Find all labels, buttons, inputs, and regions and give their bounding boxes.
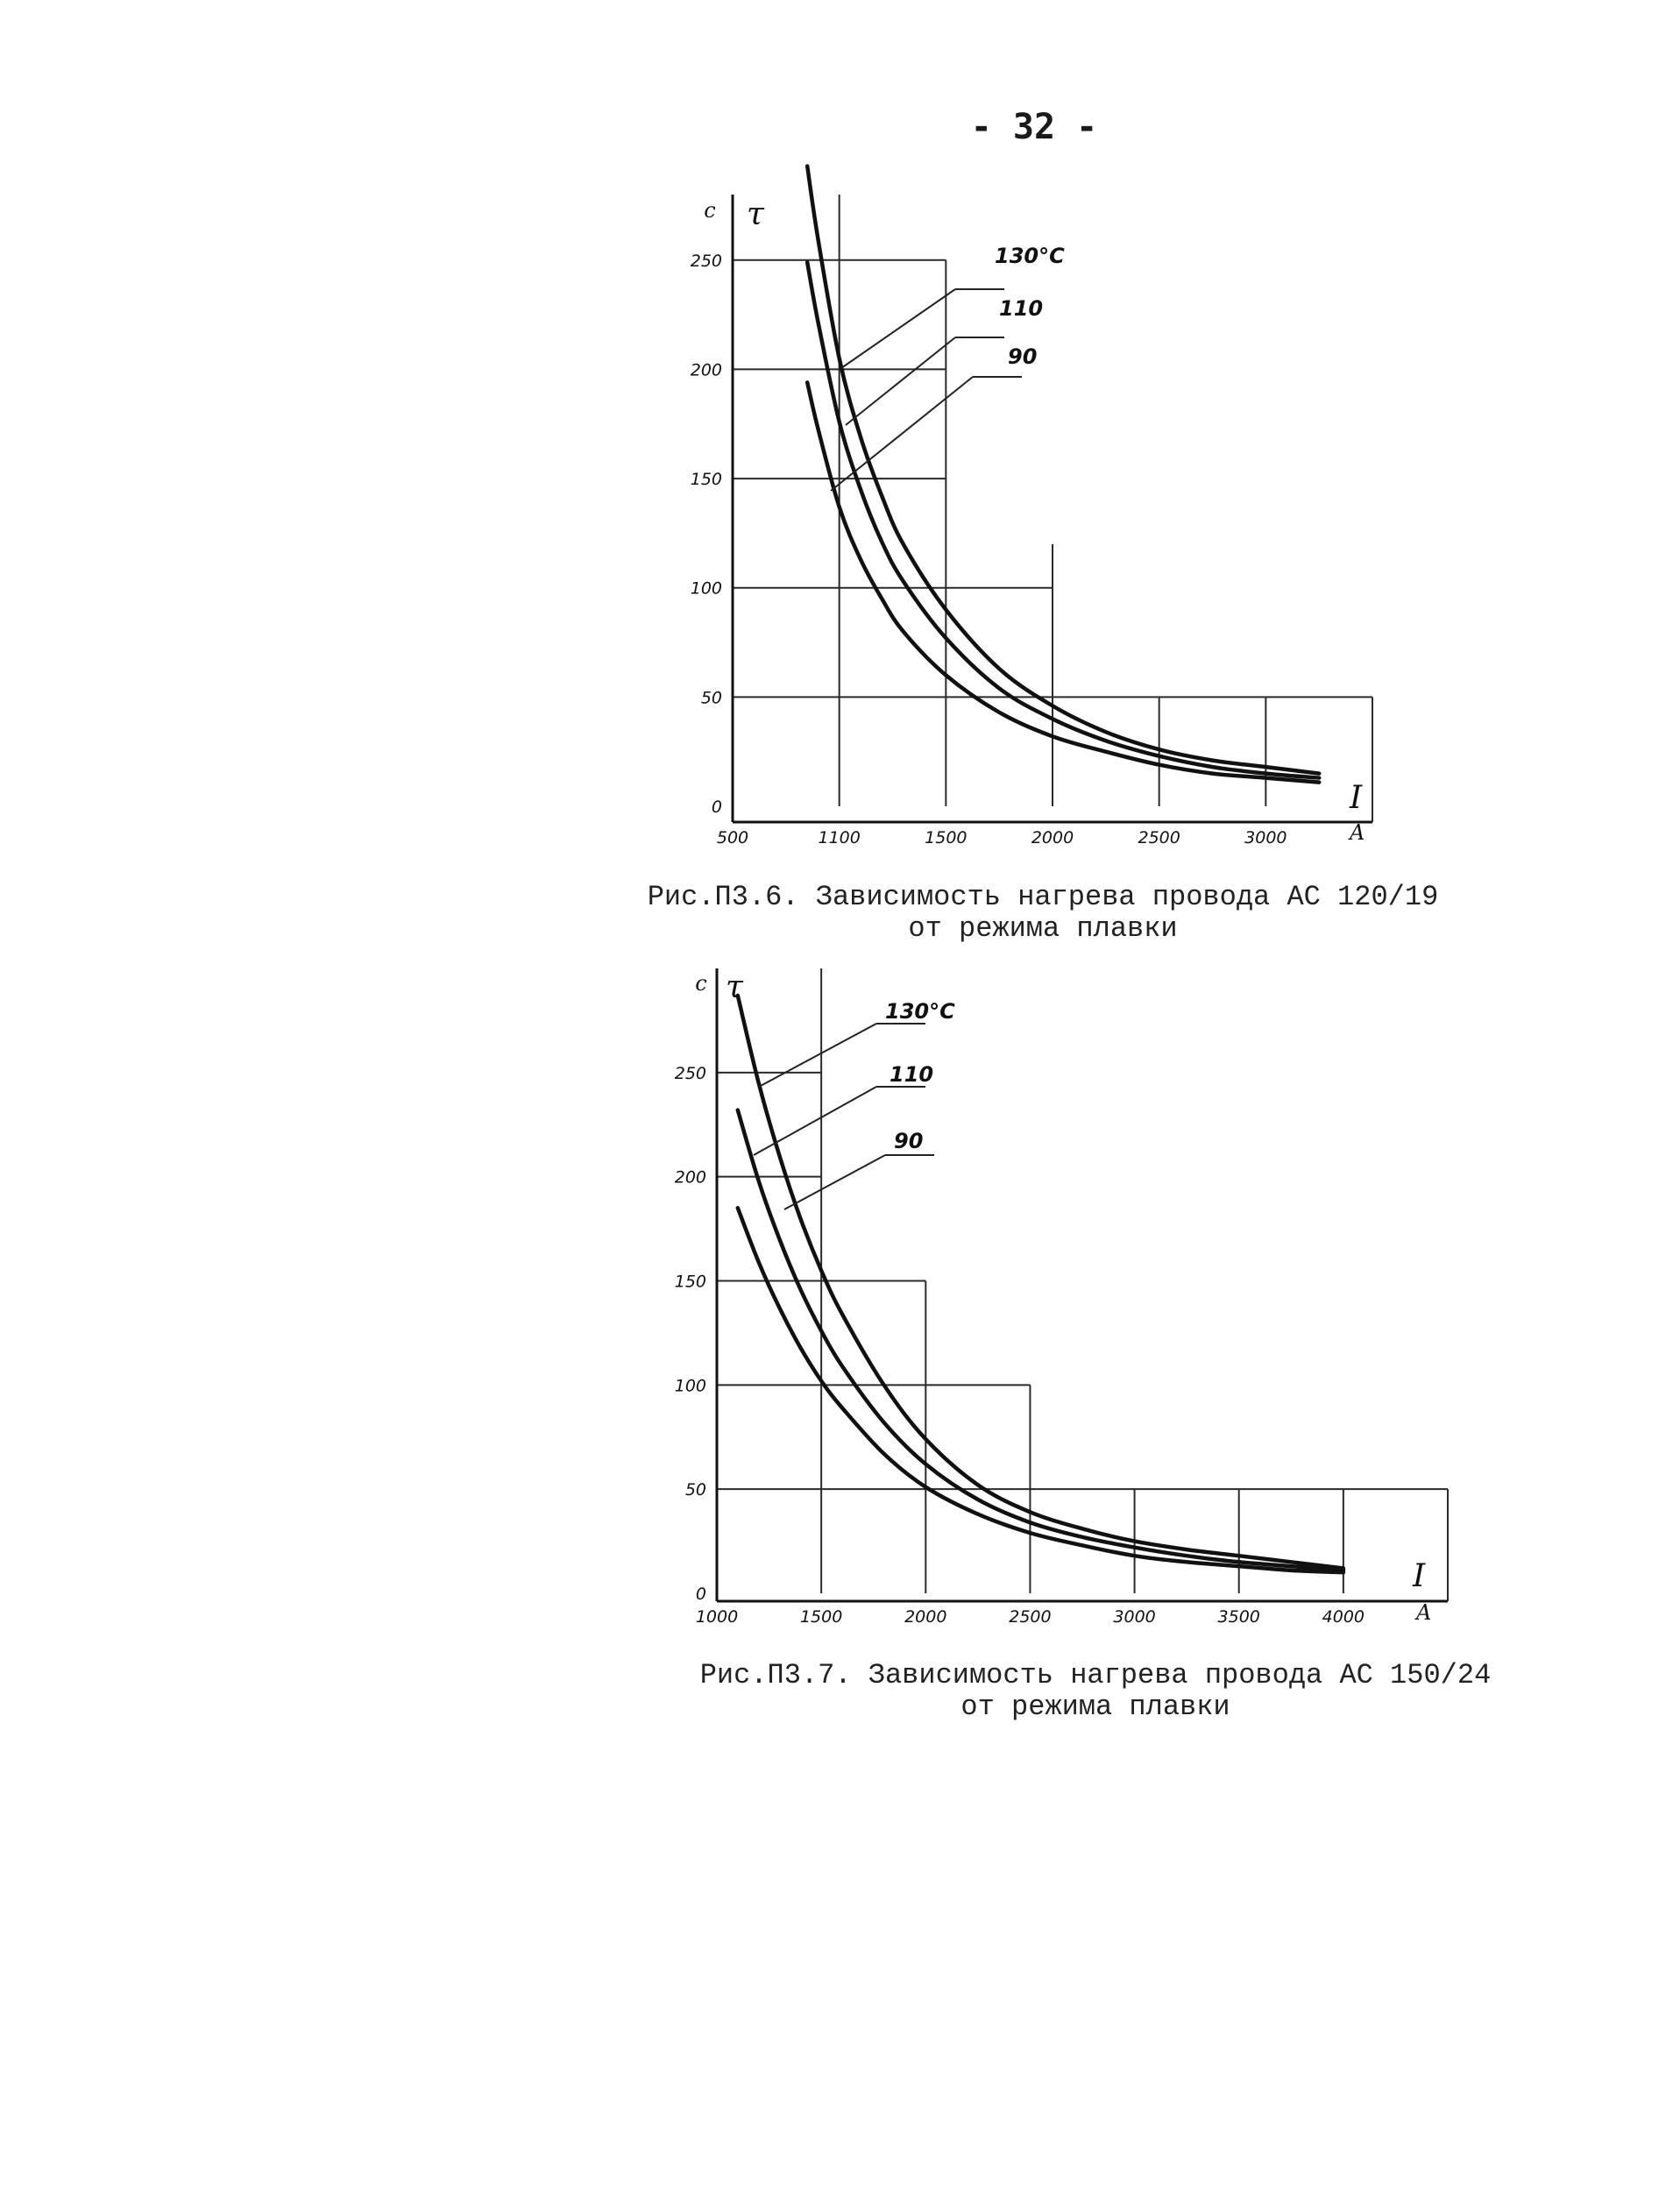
- x-tick-label: 1500: [800, 1607, 842, 1627]
- series-leader-line: [783, 1154, 886, 1210]
- series-line-2: [735, 1206, 1346, 1575]
- y-axis-label: τ: [726, 969, 744, 1005]
- series-line-0: [805, 164, 1322, 776]
- x-tick-label: 2000: [904, 1607, 946, 1627]
- y-tick-label: 100: [675, 1376, 706, 1395]
- x-tick-label: 500: [717, 828, 748, 847]
- x-tick-label: 3500: [1218, 1607, 1260, 1627]
- x-tick-label: 1100: [818, 828, 860, 847]
- series-line-0: [735, 993, 1346, 1571]
- series-leader-line: [845, 337, 956, 426]
- y-unit: с: [695, 971, 706, 996]
- y-tick-label: 250: [691, 252, 722, 271]
- series-label: 110: [999, 296, 1043, 321]
- series-leader-line: [758, 1023, 877, 1088]
- chart-ac-150-24: 0 50 100 150 200 250 1000 1500 2000 2500 3000 3500 4…: [675, 968, 1449, 1627]
- y-tick-label: 250: [675, 1064, 706, 1083]
- y-tick-label: 100: [691, 579, 722, 599]
- x-axis-label: I: [1349, 780, 1363, 816]
- caption-line: от режима плавки: [908, 912, 1178, 945]
- figure-caption-2: Рис.П3.7. Зависимость нагрева провода АС…: [666, 1660, 1525, 1723]
- x-unit: A: [1414, 1600, 1431, 1625]
- x-tick-label: 2000: [1031, 828, 1074, 847]
- chart-ac-120-19: 0 50 100 150 200 250 500 1100 1500 2000 2500 3000 с τ…: [691, 164, 1373, 847]
- series-line-2: [805, 380, 1322, 784]
- y-unit: с: [704, 198, 715, 223]
- y-axis-label: τ: [747, 196, 765, 232]
- y-tick-label: 0: [712, 798, 722, 817]
- series-line-1: [805, 260, 1322, 780]
- x-tick-label: 4000: [1322, 1607, 1365, 1627]
- x-tick-label: 2500: [1009, 1607, 1051, 1627]
- y-tick-label: 50: [701, 688, 722, 707]
- page-number: - 32 -: [970, 107, 1098, 147]
- y-tick-label: 200: [675, 1168, 706, 1188]
- x-tick-label: 3000: [1244, 828, 1287, 847]
- series-label: 130°C: [885, 999, 955, 1024]
- chart-group: 0 50 100 150 200 250 1000 1500 2000 2500 3000 3500 4…: [675, 968, 1449, 1627]
- series-leader-line: [840, 288, 956, 369]
- y-tick-label: 0: [696, 1585, 706, 1604]
- x-tick-label: 2500: [1138, 828, 1180, 847]
- x-unit: A: [1348, 820, 1365, 845]
- series-leader-line: [830, 376, 974, 492]
- caption-line: от режима плавки: [961, 1691, 1230, 1723]
- chart-group: 0 50 100 150 200 250 500 1100 1500 2000 2500 3000 с τ…: [691, 164, 1373, 847]
- series-label: 110: [890, 1062, 933, 1087]
- series-label: 130°C: [995, 244, 1065, 268]
- series-label: 90: [894, 1129, 923, 1153]
- y-tick-label: 150: [675, 1273, 706, 1292]
- series-line-1: [735, 1108, 1346, 1573]
- caption-line: Рис.П3.7. Зависимость нагрева провода АС…: [699, 1659, 1492, 1691]
- y-tick-label: 200: [691, 360, 722, 379]
- x-axis-label: I: [1412, 1558, 1426, 1594]
- y-tick-label: 50: [685, 1480, 706, 1500]
- caption-line: Рис.П3.6. Зависимость нагрева провода АС…: [647, 881, 1439, 913]
- figure-caption-1: Рис.П3.6. Зависимость нагрева провода АС…: [613, 882, 1472, 945]
- series-label: 90: [1008, 344, 1037, 369]
- series-leader-line: [753, 1086, 877, 1156]
- x-tick-label: 1500: [925, 828, 967, 847]
- y-tick-label: 150: [691, 470, 722, 489]
- x-tick-label: 1000: [696, 1607, 738, 1627]
- x-tick-label: 3000: [1113, 1607, 1155, 1627]
